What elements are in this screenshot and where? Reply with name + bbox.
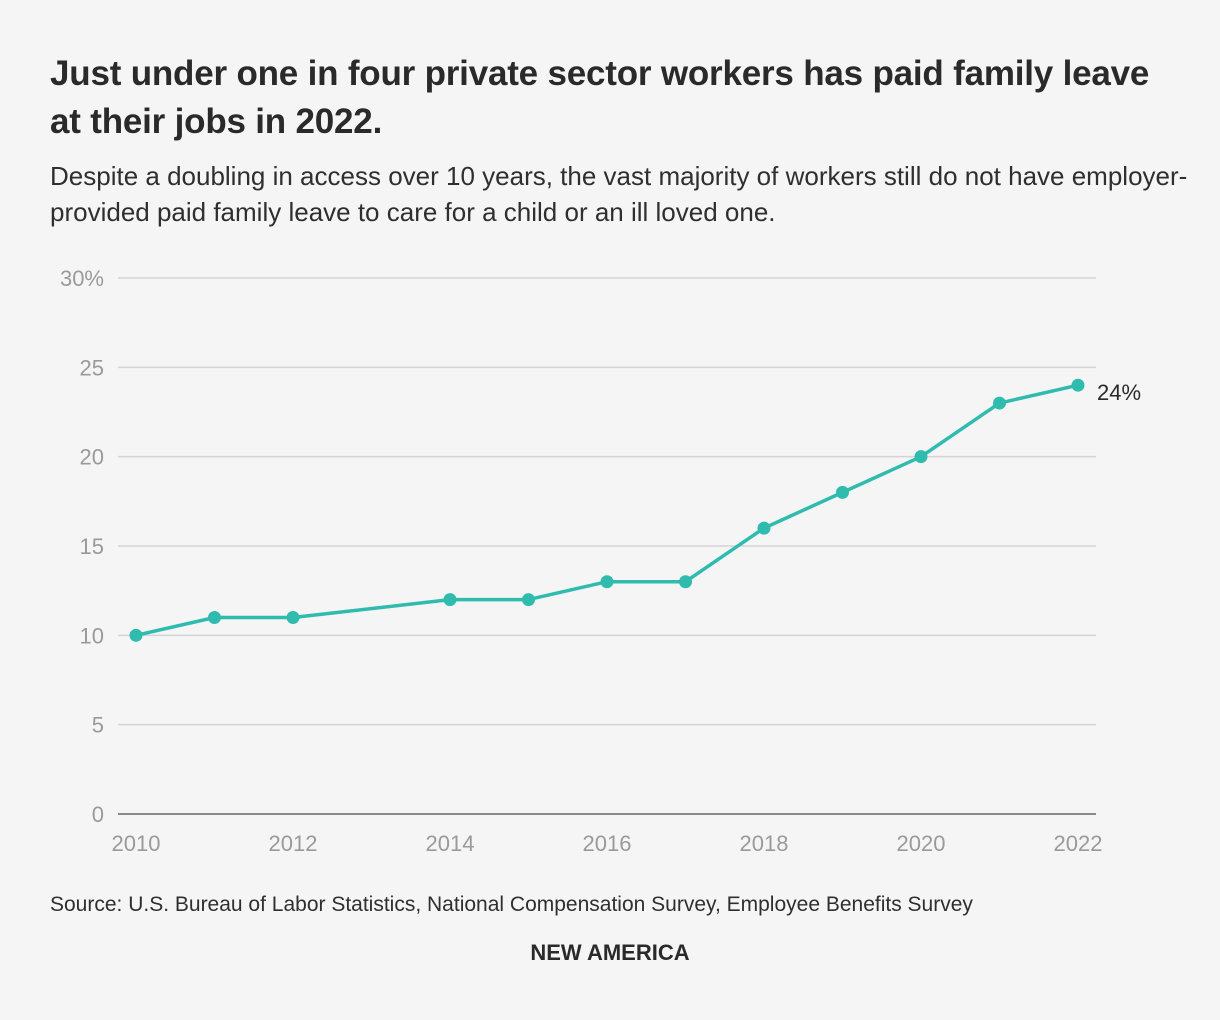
- x-tick-label: 2016: [583, 831, 632, 856]
- end-value-label: 24%: [1097, 380, 1141, 405]
- chart-subtitle: Despite a doubling in access over 10 yea…: [50, 161, 1188, 227]
- gridlines: [118, 277, 1096, 726]
- data-point-2022: [1071, 378, 1085, 392]
- y-tick-label: 30%: [60, 266, 104, 291]
- data-point-2018: [757, 521, 771, 535]
- x-tick-label: 2020: [897, 831, 946, 856]
- series: [134, 383, 1080, 638]
- y-tick-label: 15: [80, 534, 104, 559]
- x-tick-label: 2022: [1054, 831, 1103, 856]
- y-tick-label: 25: [80, 355, 104, 380]
- data-point-2010: [129, 628, 143, 642]
- x-tick-label: 2014: [426, 831, 475, 856]
- data-point-2011: [208, 610, 221, 624]
- data-point-2015: [522, 593, 535, 607]
- y-tick-label: 10: [80, 623, 104, 648]
- data-point-2021: [993, 396, 1006, 410]
- data-point-2016: [600, 575, 614, 589]
- source-note: Source: U.S. Bureau of Labor Statistics,…: [50, 893, 973, 916]
- series-line: [134, 383, 1080, 638]
- data-point-2012: [286, 610, 300, 624]
- y-tick-label: 0: [92, 802, 104, 827]
- data-point-2019: [836, 485, 849, 499]
- chart-title: Just under one in four private sector wo…: [50, 54, 1150, 141]
- data-points: [129, 378, 1085, 642]
- y-axis-ticks: 0 5 10 15 20 25 30%: [60, 266, 104, 827]
- brand-logo-text: NEW AMERICA: [530, 940, 690, 965]
- data-labels: 24%: [1097, 380, 1141, 405]
- x-tick-label: 2010: [112, 831, 161, 856]
- x-tick-label: 2012: [269, 831, 318, 856]
- x-tick-label: 2018: [740, 831, 789, 856]
- y-tick-label: 20: [80, 445, 104, 470]
- y-tick-label: 5: [92, 713, 104, 738]
- data-point-2020: [914, 450, 928, 464]
- data-point-2014: [443, 593, 457, 607]
- x-axis-ticks: 2010 2012 2014 2016 2018 2020 2022: [112, 831, 1103, 856]
- data-point-2017: [679, 575, 692, 589]
